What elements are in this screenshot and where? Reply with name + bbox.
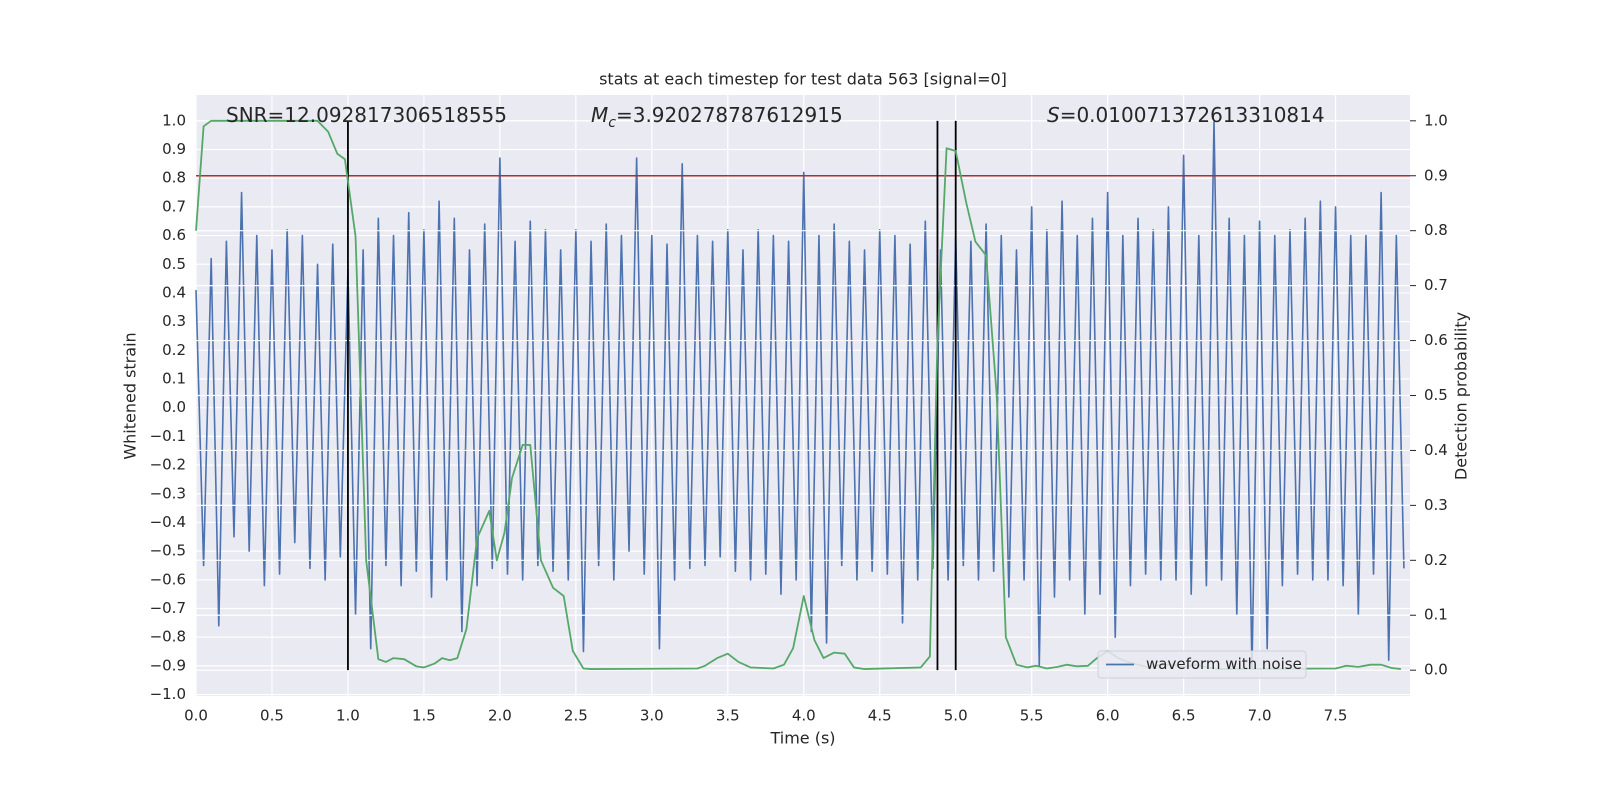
y-tick-label: 0.9	[162, 140, 186, 158]
y2-axis-label: Detection probability	[1452, 312, 1471, 480]
y2-tick-label: 0.7	[1424, 276, 1448, 294]
x-tick-label: 6.5	[1172, 707, 1196, 725]
y-tick-label: 0.3	[162, 312, 186, 330]
x-tick-label: 0.5	[260, 707, 284, 725]
y-tick-label: 0.0	[162, 398, 186, 416]
annotation: S=0.010071372613310814	[1047, 103, 1325, 127]
y2-tick-label: 0.3	[1424, 496, 1448, 514]
y2-tick-label: 0.9	[1424, 166, 1448, 184]
y2-tick-label: 0.2	[1424, 551, 1448, 569]
y2-tick-label: 1.0	[1424, 111, 1448, 129]
x-tick-label: 2.0	[488, 707, 512, 725]
annotation-symbol: S	[1047, 103, 1060, 127]
annotation-symbol: M	[591, 103, 608, 127]
x-tick-label: 4.5	[868, 707, 892, 725]
x-tick-label: 2.5	[564, 707, 588, 725]
x-tick-label: 5.0	[944, 707, 968, 725]
y-tick-label: 0.5	[162, 255, 186, 273]
annotation-text: =0.010071372613310814	[1060, 103, 1325, 127]
y-tick-label: −0.7	[150, 599, 186, 617]
x-tick-label: 5.5	[1020, 707, 1044, 725]
legend-label: waveform with noise	[1146, 655, 1302, 673]
annotation-text: SNR=12.092817306518555	[226, 103, 507, 127]
x-tick-label: 3.5	[716, 707, 740, 725]
y-tick-label: −0.8	[150, 628, 186, 646]
y-tick-label: 0.2	[162, 341, 186, 359]
y-tick-label: 0.7	[162, 197, 186, 215]
y-tick-label: 0.6	[162, 226, 186, 244]
y2-tick-label: 0.1	[1424, 606, 1448, 624]
x-tick-label: 1.5	[412, 707, 436, 725]
annotation-text: =3.920278787612915	[616, 103, 843, 127]
y-tick-label: −0.5	[150, 542, 186, 560]
waveform-line	[195, 120, 1405, 670]
annotation: Mc=3.920278787612915	[591, 103, 843, 131]
y-tick-label: −0.3	[150, 484, 186, 502]
y2-tick-label: 0.6	[1424, 331, 1448, 349]
y2-tick-label: 0.8	[1424, 221, 1448, 239]
x-tick-label: 4.0	[792, 707, 816, 725]
chart-title: stats at each timestep for test data 563…	[599, 70, 1007, 89]
y2-tick-label: 0.0	[1424, 661, 1448, 679]
x-tick-label: 7.5	[1324, 707, 1348, 725]
y-tick-label: 1.0	[162, 111, 186, 129]
y-tick-label: −0.4	[150, 513, 186, 531]
y-tick-label: 0.8	[162, 169, 186, 187]
y-tick-label: −1.0	[150, 685, 186, 703]
y-tick-label: 0.1	[162, 370, 186, 388]
y-tick-label: −0.2	[150, 456, 186, 474]
x-tick-label: 7.0	[1248, 707, 1272, 725]
x-tick-label: 0.0	[184, 707, 208, 725]
x-axis-label: Time (s)	[769, 729, 835, 748]
y2-tick-label: 0.4	[1424, 441, 1448, 459]
y2-tick-label: 0.5	[1424, 386, 1448, 404]
y-tick-label: −0.1	[150, 427, 186, 445]
x-tick-label: 1.0	[336, 707, 360, 725]
annotation-subscript: c	[608, 115, 616, 131]
y-tick-label: −0.9	[150, 656, 186, 674]
y-tick-label: −0.6	[150, 570, 186, 588]
y-tick-label: 0.4	[162, 283, 186, 301]
annotation: SNR=12.092817306518555	[226, 103, 507, 127]
y-axis-label: Whitened strain	[121, 332, 140, 459]
x-tick-label: 6.0	[1096, 707, 1120, 725]
legend-box	[1097, 650, 1307, 679]
x-tick-label: 3.0	[640, 707, 664, 725]
